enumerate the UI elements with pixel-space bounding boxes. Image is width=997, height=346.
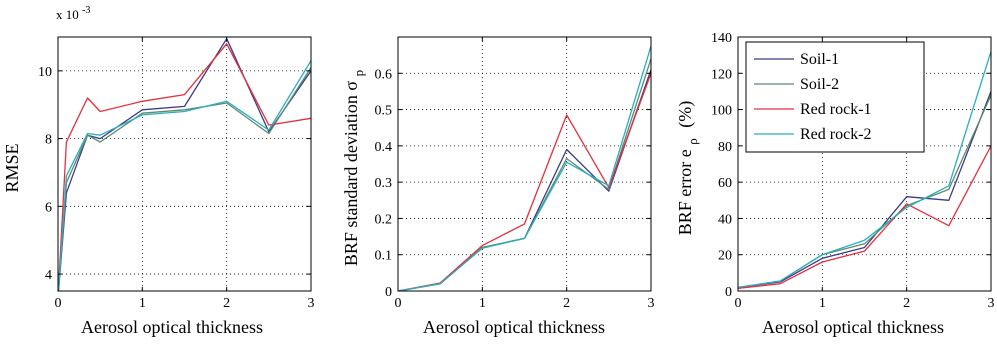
chart-brf-error-ylabel: BRF error e ρ (%) <box>675 101 701 235</box>
chart-brf-error-frame <box>737 36 992 292</box>
y-tick-label: 120 <box>711 67 732 82</box>
series-line-soil-1 <box>58 38 311 291</box>
series-line-red-rock-2 <box>58 60 311 291</box>
chart-rmse-series <box>58 38 311 291</box>
series-line-red-rock-1 <box>58 43 311 291</box>
y-tick-label: 0.6 <box>375 67 393 82</box>
chart-rmse-ylabel: RMSE <box>2 143 22 192</box>
chart-brf-error-legend: Soil-1 Soil-2 Red rock-1 Red rock-2 <box>745 41 925 153</box>
chart-brf-error-ticks: 0 1 2 3 0 20 40 60 80 100 120 140 <box>711 31 995 311</box>
series-line-red-rock-2 <box>398 45 651 291</box>
ylabel-subscript: p <box>351 70 366 77</box>
ylabel-text: BRF standard deviation <box>341 95 361 266</box>
y-tick-label: 100 <box>711 104 732 119</box>
chart-brf-error-series <box>738 51 991 289</box>
y-tick-label: 0.2 <box>375 212 393 227</box>
legend-label: Red rock-2 <box>800 126 872 143</box>
x-tick-label: 0 <box>395 296 402 311</box>
series-line-soil-1 <box>738 91 991 289</box>
chart-brf-std: 0 1 2 3 0 0.1 0.2 0.3 0.4 0.5 0.6 Aerosol optical … <box>341 36 655 337</box>
x-tick-label: 1 <box>819 296 826 311</box>
x-tick-label: 2 <box>563 296 570 311</box>
ylabel-suffix: (%) <box>675 101 696 128</box>
y-tick-label: 0 <box>725 285 732 300</box>
y-tick-label: 0.4 <box>375 140 393 155</box>
chart-rmse-exponent: x 10 -3 <box>56 5 90 22</box>
chart-brf-std-series <box>398 45 651 291</box>
y-tick-label: 0.1 <box>375 249 393 264</box>
chart-brf-std-xlabel: Aerosol optical thickness <box>423 317 605 337</box>
y-tick-label: 0.3 <box>375 176 393 191</box>
chart-brf-std-frame <box>397 36 652 292</box>
x-tick-label: 0 <box>55 296 62 311</box>
chart-rmse: 0 1 2 3 4 6 8 10 x 10 -3 Aerosol optical thickn… <box>2 5 315 337</box>
ylabel-text: BRF error e <box>675 149 695 235</box>
exponent-base: x 10 <box>56 7 79 22</box>
series-line-soil-2 <box>58 67 311 291</box>
y-tick-label: 8 <box>45 133 52 148</box>
chart-rmse-ticks: 0 1 2 3 4 6 8 10 <box>38 37 315 311</box>
y-tick-label: 20 <box>718 249 732 264</box>
series-line-red-rock-1 <box>738 145 991 289</box>
legend-label: Soil-1 <box>800 51 839 68</box>
y-tick-label: 6 <box>45 200 52 215</box>
exponent-power: -3 <box>82 5 90 16</box>
chart-brf-error: 0 1 2 3 0 20 40 60 80 100 120 140 Aerosol optical t… <box>675 31 995 337</box>
x-tick-label: 0 <box>735 296 742 311</box>
x-tick-label: 3 <box>988 296 995 311</box>
legend-label: Soil-2 <box>800 76 839 93</box>
x-tick-label: 1 <box>479 296 486 311</box>
series-line-red-rock-2 <box>738 51 991 289</box>
chart-brf-std-ticks: 0 1 2 3 0 0.1 0.2 0.3 0.4 0.5 0.6 <box>375 37 655 311</box>
chart-brf-std-ylabel: BRF standard deviation σ p <box>341 70 366 266</box>
x-tick-label: 3 <box>308 296 315 311</box>
x-tick-label: 2 <box>223 296 230 311</box>
x-tick-label: 1 <box>139 296 146 311</box>
chart-rmse-frame <box>57 36 312 292</box>
ylabel-symbol: σ <box>341 81 361 91</box>
y-tick-label: 60 <box>718 176 732 191</box>
y-tick-label: 0.5 <box>375 104 393 119</box>
y-tick-label: 40 <box>718 212 732 227</box>
y-tick-label: 0 <box>385 285 392 300</box>
legend-label: Red rock-1 <box>800 101 872 118</box>
y-tick-label: 10 <box>38 65 52 80</box>
ylabel-subscript: ρ <box>685 138 700 145</box>
x-tick-label: 3 <box>648 296 655 311</box>
y-tick-label: 140 <box>711 31 732 46</box>
chart-brf-error-xlabel: Aerosol optical thickness <box>762 317 944 337</box>
y-tick-label: 4 <box>45 268 52 283</box>
chart-rmse-xlabel: Aerosol optical thickness <box>81 317 263 337</box>
x-tick-label: 2 <box>903 296 910 311</box>
y-tick-label: 80 <box>718 140 732 155</box>
